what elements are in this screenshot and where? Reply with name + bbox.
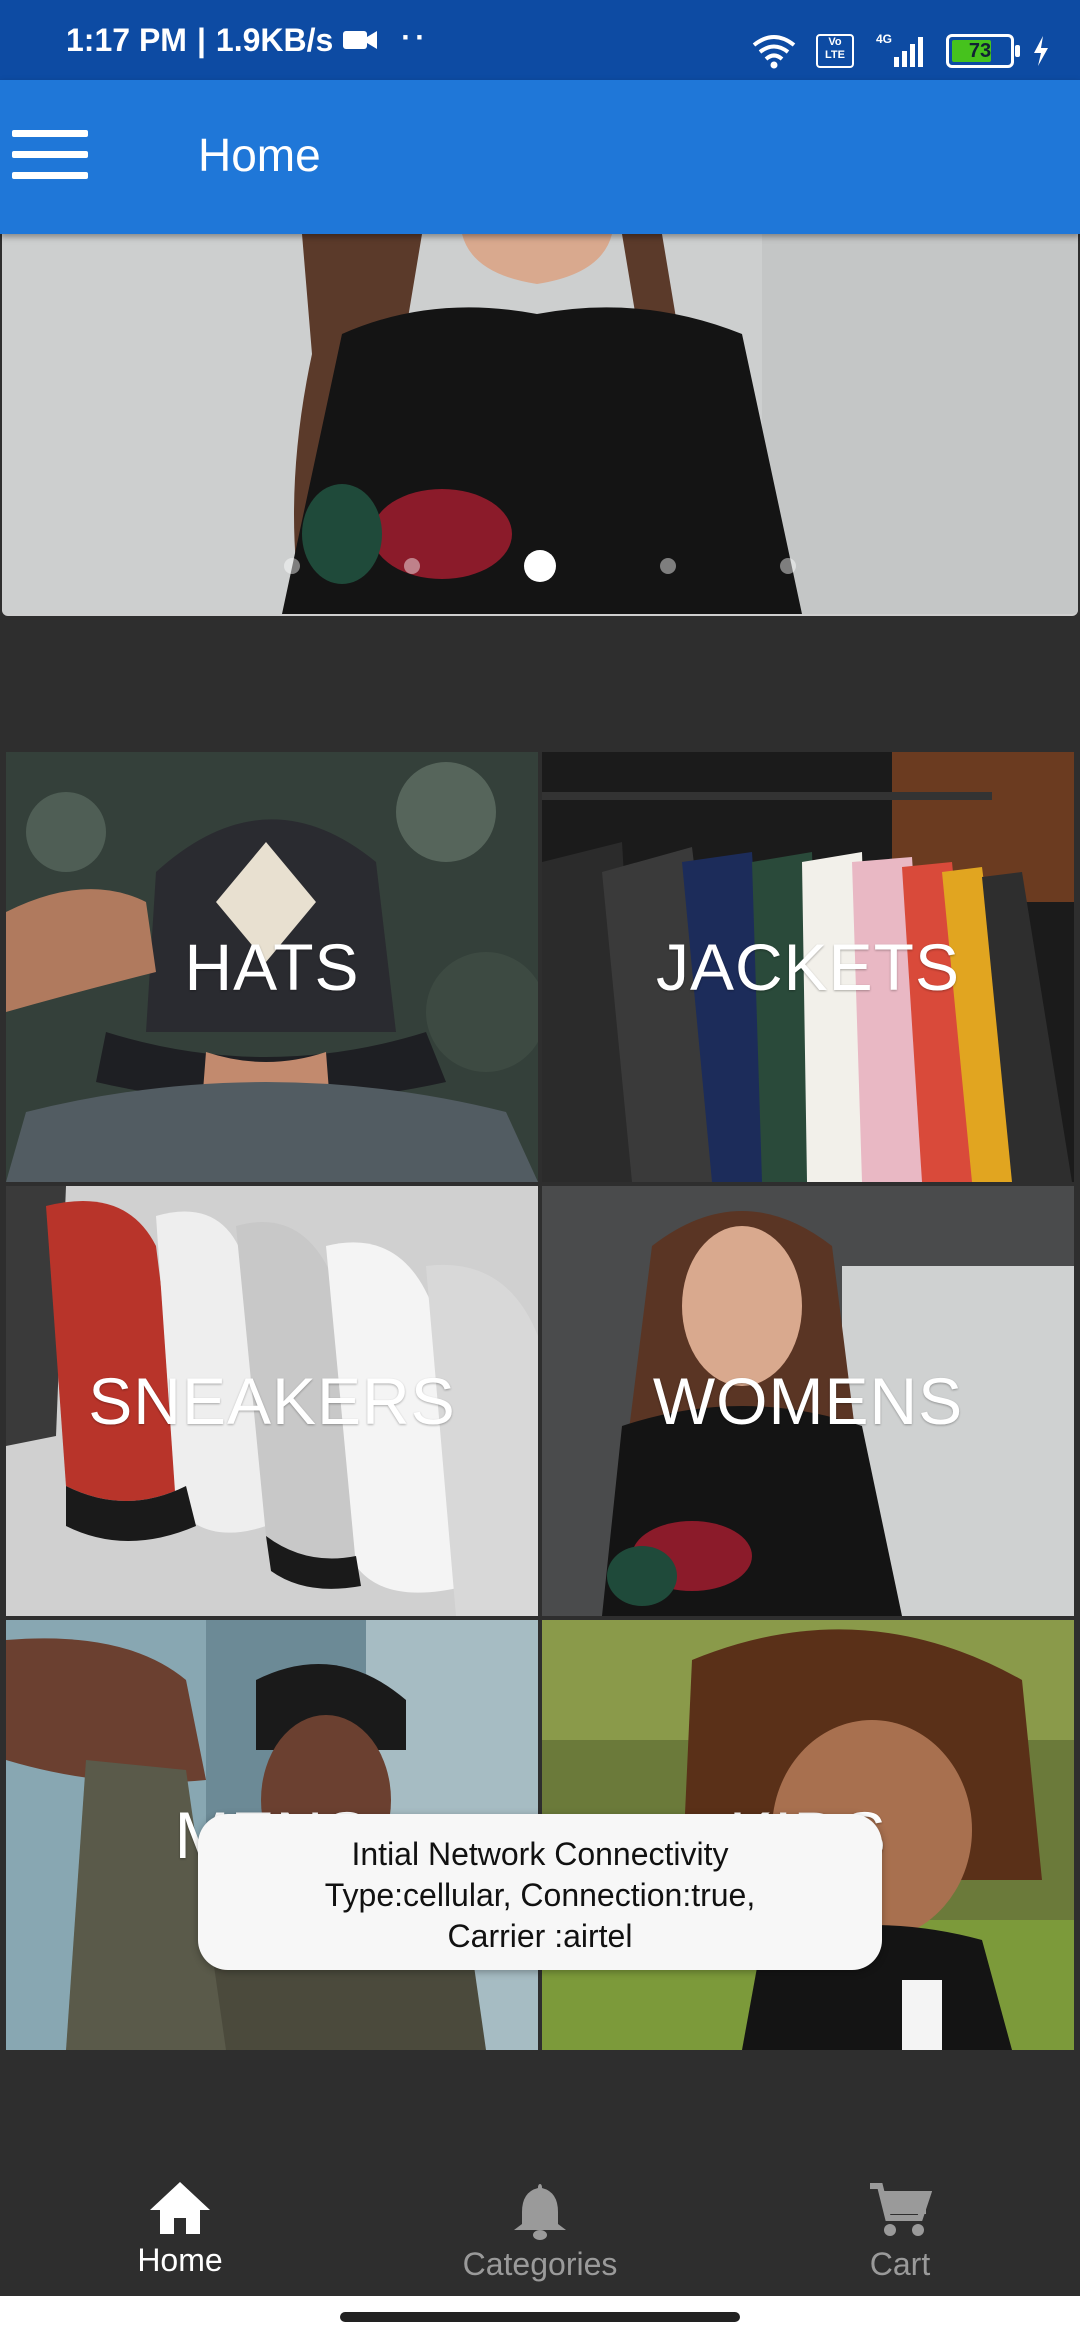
status-separator: | [196, 22, 206, 58]
video-camera-icon [343, 31, 378, 49]
cart-icon [870, 2183, 932, 2236]
category-tile-jackets[interactable]: JACKETS [542, 752, 1074, 1182]
nav-item-categories[interactable]: Categories [360, 2156, 720, 2296]
category-tile-sneakers[interactable]: SNEAKERS [6, 1186, 538, 1616]
nav-label: Home [137, 2242, 223, 2278]
nav-label: Cart [869, 2246, 931, 2282]
category-label: HATS [184, 930, 360, 1004]
status-left: 1:17 PM | 1.9KB/s ·· [66, 0, 429, 100]
status-dots: ·· [401, 21, 430, 54]
network-type: 4G [876, 32, 892, 46]
carousel-dot[interactable] [284, 558, 300, 574]
carousel-indicator [2, 550, 1078, 582]
status-time: 1:17 PM [66, 22, 187, 58]
status-bar: 1:17 PM | 1.9KB/s ·· Vo LTE 4G 73 [0, 0, 1080, 80]
toast-line: Carrier :airtel [447, 1918, 633, 1954]
category-tile-womens[interactable]: WOMENS [542, 1186, 1074, 1616]
battery-level: 73 [968, 39, 992, 62]
home-icon [150, 2182, 210, 2234]
category-label: JACKETS [655, 930, 961, 1004]
womens-image [542, 1186, 1074, 1616]
nav-item-cart[interactable]: Cart [720, 2156, 1080, 2296]
battery-icon: 73 [946, 34, 1020, 68]
nav-label: Categories [462, 2246, 618, 2282]
category-label: WOMENS [652, 1364, 964, 1438]
category-tile-hats[interactable]: HATS [6, 752, 538, 1182]
toast-line: Type:cellular, Connection:true, [324, 1877, 756, 1913]
wifi-icon [752, 35, 796, 69]
jackets-image [542, 752, 1074, 1182]
carousel-dot[interactable] [780, 558, 796, 574]
volte-icon: Vo LTE [816, 34, 854, 68]
carousel-dot[interactable] [404, 558, 420, 574]
sneakers-image [6, 1186, 538, 1616]
bottom-navigation: Home Categories Cart [0, 2156, 1080, 2296]
home-indicator[interactable] [340, 2312, 740, 2322]
banner-carousel[interactable] [2, 234, 1078, 616]
hamburger-menu-icon[interactable] [12, 130, 88, 186]
carousel-dot-active[interactable] [524, 550, 556, 582]
app-bar: Home [0, 80, 1080, 234]
bell-icon [514, 2184, 566, 2240]
toast-line: Intial Network Connectivity [351, 1836, 729, 1872]
hats-image [6, 752, 538, 1182]
charging-bolt-icon [1034, 36, 1048, 66]
carousel-dot[interactable] [660, 558, 676, 574]
page-title: Home [198, 129, 321, 181]
status-right: Vo LTE 4G 73 [750, 26, 1050, 76]
battery-fill [952, 40, 992, 62]
status-speed: 1.9KB/s [215, 22, 334, 58]
network-toast: Intial Network Connectivity Type:cellula… [198, 1814, 882, 1970]
category-label: SNEAKERS [88, 1364, 456, 1438]
cellular-signal-icon: 4G [876, 32, 923, 67]
nav-item-home[interactable]: Home [0, 2156, 360, 2296]
